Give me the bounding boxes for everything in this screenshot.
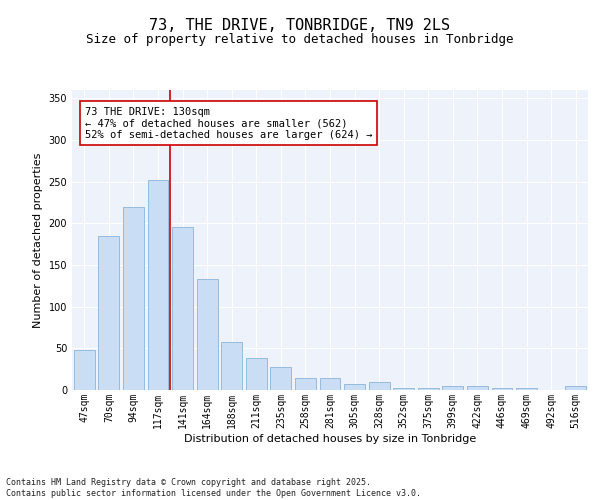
Bar — [516, 388, 537, 390]
Bar — [246, 358, 267, 390]
Bar — [197, 279, 218, 390]
Text: Size of property relative to detached houses in Tonbridge: Size of property relative to detached ho… — [86, 32, 514, 46]
Text: Contains HM Land Registry data © Crown copyright and database right 2025.
Contai: Contains HM Land Registry data © Crown c… — [6, 478, 421, 498]
Bar — [442, 386, 463, 390]
X-axis label: Distribution of detached houses by size in Tonbridge: Distribution of detached houses by size … — [184, 434, 476, 444]
Text: 73, THE DRIVE, TONBRIDGE, TN9 2LS: 73, THE DRIVE, TONBRIDGE, TN9 2LS — [149, 18, 451, 32]
Bar — [467, 386, 488, 390]
Bar — [320, 378, 340, 390]
Bar — [368, 382, 389, 390]
Text: 73 THE DRIVE: 130sqm
← 47% of detached houses are smaller (562)
52% of semi-deta: 73 THE DRIVE: 130sqm ← 47% of detached h… — [85, 106, 372, 140]
Y-axis label: Number of detached properties: Number of detached properties — [33, 152, 43, 328]
Bar — [565, 386, 586, 390]
Bar — [148, 180, 169, 390]
Bar — [74, 350, 95, 390]
Bar — [98, 236, 119, 390]
Bar — [172, 226, 193, 390]
Bar — [418, 388, 439, 390]
Bar — [221, 342, 242, 390]
Bar — [123, 206, 144, 390]
Bar — [295, 378, 316, 390]
Bar — [393, 388, 414, 390]
Bar — [271, 366, 292, 390]
Bar — [491, 388, 512, 390]
Bar — [344, 384, 365, 390]
